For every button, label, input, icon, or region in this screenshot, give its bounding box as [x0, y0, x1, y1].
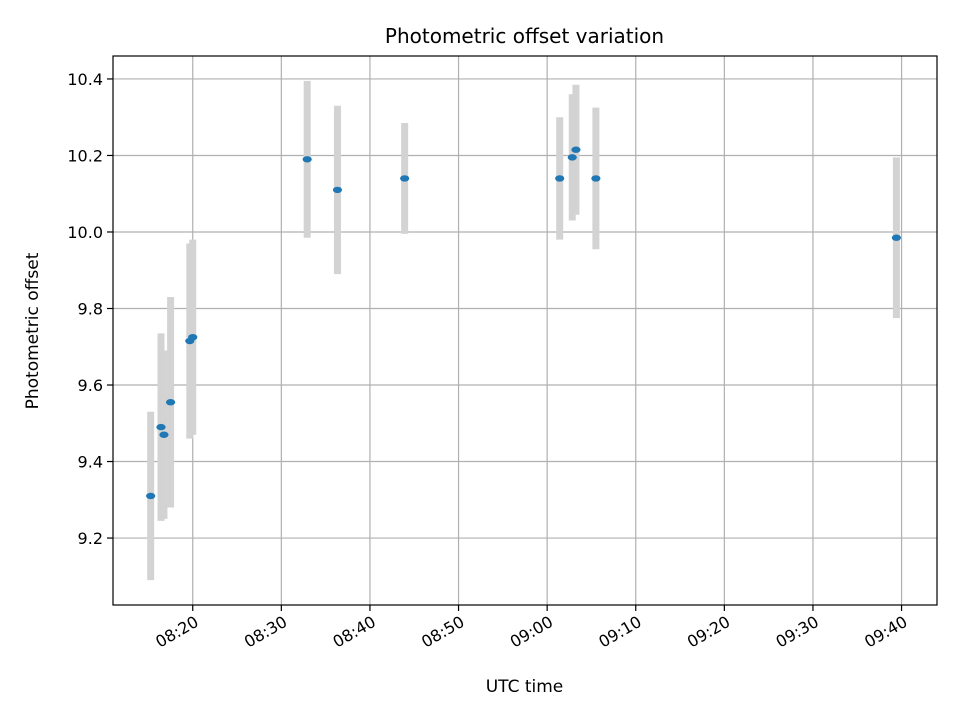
y-tick-label: 10.2 [67, 146, 103, 165]
y-tick-label: 10.0 [67, 223, 103, 242]
x-axis-ticks: 08:20 08:30 08:40 08:50 09:00 09:10 09:20 09:30… [152, 605, 911, 652]
y-tick-label: 9.2 [78, 529, 103, 548]
data-point [146, 492, 156, 500]
data-point [567, 154, 577, 161]
x-tick-label: 08:50 [418, 612, 467, 652]
y-tick-label: 9.8 [78, 300, 103, 319]
y-tick-label: 9.6 [78, 376, 103, 395]
plot-frame [112, 55, 938, 606]
data-point [159, 431, 169, 438]
x-tick-label: 09:00 [507, 612, 556, 652]
chart-title: Photometric offset variation [385, 24, 664, 48]
data-point [165, 399, 176, 406]
data-point [555, 175, 565, 182]
x-tick-label: 09:20 [684, 612, 733, 652]
data-point [591, 175, 601, 182]
y-axis-label: Photometric offset [23, 252, 43, 409]
grid [113, 56, 937, 605]
x-axis-label: UTC time [486, 677, 564, 697]
data-point [332, 186, 343, 194]
x-tick-label: 08:40 [330, 612, 379, 652]
data-point [891, 234, 901, 241]
data-point [156, 423, 166, 431]
data-point [188, 333, 198, 341]
data-points [146, 146, 901, 500]
y-tick-label: 9.4 [78, 453, 103, 472]
x-tick-label: 09:10 [595, 612, 644, 652]
y-tick-label: 10.4 [67, 70, 103, 89]
x-tick-label: 09:40 [861, 612, 910, 652]
x-tick-label: 08:30 [241, 612, 290, 652]
x-tick-label: 09:30 [773, 612, 822, 652]
y-axis-ticks: 9.2 9.4 9.6 9.8 10.0 10.2 10.4 [67, 70, 113, 548]
x-tick-label: 08:20 [152, 612, 201, 652]
data-point [302, 156, 312, 163]
data-point [571, 146, 581, 153]
data-point [400, 175, 410, 182]
